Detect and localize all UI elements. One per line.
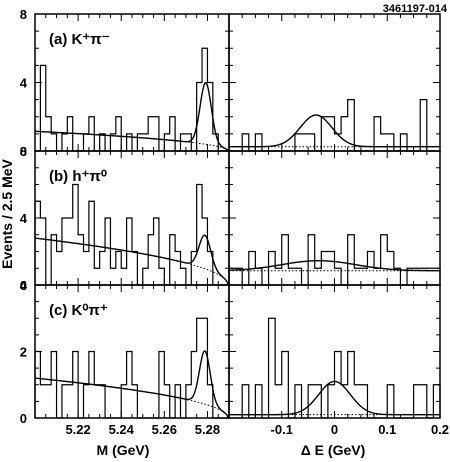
total-fit-curve [34,81,230,152]
figure-id: 3461197-014 [383,3,448,15]
y-tick-label: 2 [20,345,27,360]
x-axis-title-mass: M (GeV) [97,442,150,458]
total-fit-curve [229,380,440,416]
panel-1-mass: 0 4 8 (a) K⁺π⁻ [20,7,230,159]
histogram [34,317,229,419]
panel-3-delta-e: -0.1 0 0.1 0.2 [228,284,449,437]
total-fit-curve [34,234,229,286]
y-tick-label: 8 [20,144,27,159]
total-fit-curve [34,350,229,419]
panel-label: (c) K⁰π⁺ [49,302,108,319]
histogram [34,183,229,286]
panel-3-mass: 0 2 4 (c) K⁰π⁺ 5.22 5.24 5.26 5.28 [20,278,230,437]
y-tick-label: 0 [20,411,27,426]
histogram [228,234,441,286]
x-tick-label: 5.28 [195,422,220,437]
x-tick-label: 0.1 [378,422,396,437]
histogram [35,47,229,152]
y-axis-title: Events / 2.5 MeV [0,158,15,268]
x-tick-label: -0.1 [271,422,293,437]
x-tick-label: 0 [331,422,338,437]
panel-2-delta-e [228,150,441,286]
histogram [229,99,440,152]
x-tick-label: 0.2 [431,422,449,437]
histogram [229,317,441,419]
x-tick-label: 5.22 [65,422,90,437]
y-tick-label: 4 [20,278,28,293]
total-fit-curve [229,114,440,148]
panel-1-delta-e [228,13,441,152]
x-axis-title-delta-e: Δ E (GeV) [301,442,366,458]
y-tick-label: 0 [20,144,27,159]
panel-2-mass: 048(b) h⁺π⁰ [20,144,230,293]
y-tick-label: 0 [20,278,27,293]
x-tick-label: 5.24 [109,422,135,437]
panel-label: (a) K⁺π⁻ [49,31,110,48]
panel-label: (b) h⁺π⁰ [49,168,107,185]
y-tick-label: 4 [20,76,28,91]
x-tick-label: 5.26 [152,422,177,437]
y-tick-label: 4 [20,211,28,226]
y-tick-label: 8 [20,7,27,22]
total-fit-curve [228,260,441,272]
